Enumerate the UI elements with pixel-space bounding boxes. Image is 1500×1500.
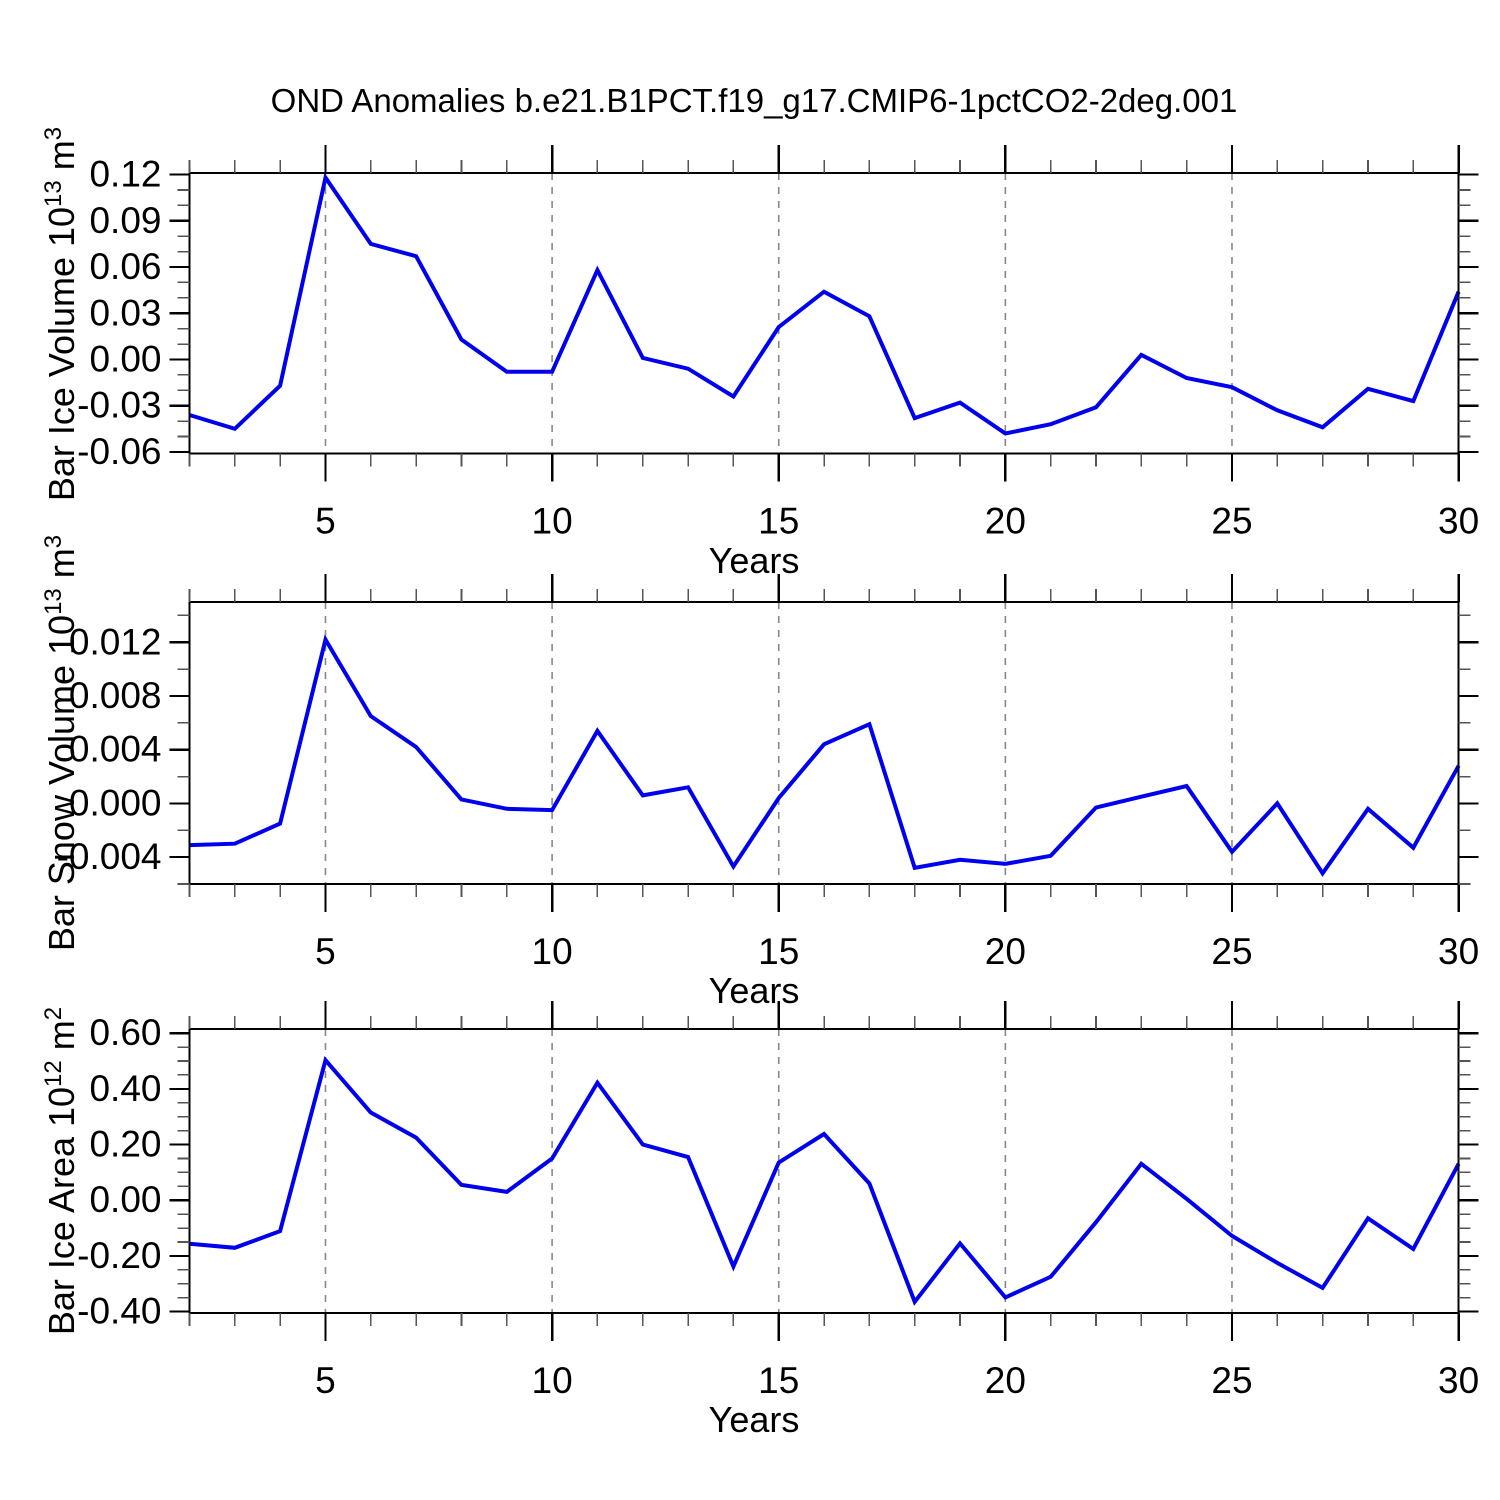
x-axis-label-panel-1: Years bbox=[708, 540, 800, 581]
y-tick-label: -0.20 bbox=[77, 1235, 161, 1276]
y-tick-label: 0.008 bbox=[69, 675, 162, 716]
series-line-snow-volume bbox=[189, 634, 1461, 877]
x-tick-label: 20 bbox=[985, 1360, 1026, 1401]
y-tick-label: -0.03 bbox=[77, 385, 161, 426]
y-tick-label: 0.60 bbox=[89, 1012, 161, 1053]
y-tick-label: 0.012 bbox=[69, 621, 162, 662]
x-tick-label: 10 bbox=[532, 501, 573, 542]
exponent: 3 bbox=[40, 126, 68, 140]
x-tick-label: 25 bbox=[1211, 931, 1252, 972]
exponent: 12 bbox=[40, 1060, 67, 1087]
x-axis-label-panel-3: Years bbox=[708, 1399, 800, 1440]
x-tick-label: 15 bbox=[758, 501, 799, 542]
x-tick-label: 15 bbox=[758, 931, 799, 972]
x-axis-label-panel-2: Years bbox=[708, 970, 800, 1011]
y-axis-label-text: Bar Ice Area 1012 m2 bbox=[40, 1006, 82, 1336]
y-axis-label-snow-volume: Bar Snow Volume 1013 m3 bbox=[14, 535, 110, 951]
x-tick-label: 30 bbox=[1438, 931, 1479, 972]
y-tick-label: 0.03 bbox=[89, 292, 161, 333]
plot-title: OND Anomalies b.e21.B1PCT.f19_g17.CMIP6-… bbox=[270, 82, 1238, 119]
y-axis-label-ice-area: Bar Ice Area 1012 m2 bbox=[14, 1007, 110, 1335]
y-tick-label: 0.06 bbox=[89, 246, 161, 287]
x-tick-label: 25 bbox=[1211, 1360, 1252, 1401]
series-line-ice-volume bbox=[188, 172, 1461, 436]
y-tick-label: 0.09 bbox=[89, 200, 161, 241]
exponent: 13 bbox=[40, 179, 68, 207]
x-tick-label: 30 bbox=[1438, 501, 1479, 542]
x-tick-label: 25 bbox=[1211, 501, 1252, 542]
plot-frame bbox=[188, 172, 1460, 455]
y-tick-label: 0.004 bbox=[69, 729, 162, 770]
panel-ice-volume: 5 10 15 20 25 30 0.12 0.09 0.06 0.03 0.00 -0.03 -0.0… bbox=[77, 145, 1479, 542]
x-tick-label: 5 bbox=[315, 1360, 336, 1401]
y-tick-label: 0.40 bbox=[89, 1068, 161, 1109]
exponent: 3 bbox=[40, 534, 68, 549]
x-tick-label: 10 bbox=[532, 1360, 573, 1401]
x-tick-label: 10 bbox=[532, 931, 573, 972]
x-tick-label: 5 bbox=[315, 501, 336, 542]
y-tick-label: 0.00 bbox=[89, 338, 161, 379]
panel-ice-area: 5 10 15 20 25 30 0.60 0.40 0.20 0.00 -0.20 -0.40 bbox=[77, 1001, 1479, 1401]
x-tick-label: 15 bbox=[758, 1360, 799, 1401]
exponent: 2 bbox=[40, 1006, 67, 1021]
y-axis-label-ice-volume: Bar Ice Volume 1013 m3 bbox=[14, 126, 110, 500]
y-tick-label: 0.12 bbox=[89, 154, 161, 195]
y-tick-label: 0.000 bbox=[69, 782, 162, 823]
series-line-ice-area bbox=[189, 1056, 1461, 1306]
panel-snow-volume: 5 10 15 20 25 30 0.012 0.008 0.004 0.000 -0.004 bbox=[57, 574, 1479, 972]
y-tick-label: -0.06 bbox=[77, 431, 161, 472]
x-tick-label: 30 bbox=[1438, 1360, 1479, 1401]
plot-frame bbox=[188, 1028, 1460, 1314]
y-tick-label: -0.40 bbox=[77, 1291, 161, 1332]
x-tick-label: 20 bbox=[985, 501, 1026, 542]
x-tick-label: 20 bbox=[985, 931, 1026, 972]
y-tick-label: -0.004 bbox=[57, 836, 162, 877]
y-axis-label-text: Bar Snow Volume 1013 m3 bbox=[40, 534, 83, 952]
y-tick-label: 0.00 bbox=[89, 1179, 161, 1220]
y-axis-label-text: Bar Ice Volume 1013 m3 bbox=[40, 126, 83, 501]
y-tick-label: 0.20 bbox=[89, 1124, 161, 1165]
x-tick-label: 5 bbox=[315, 931, 336, 972]
exponent: 13 bbox=[40, 588, 68, 615]
